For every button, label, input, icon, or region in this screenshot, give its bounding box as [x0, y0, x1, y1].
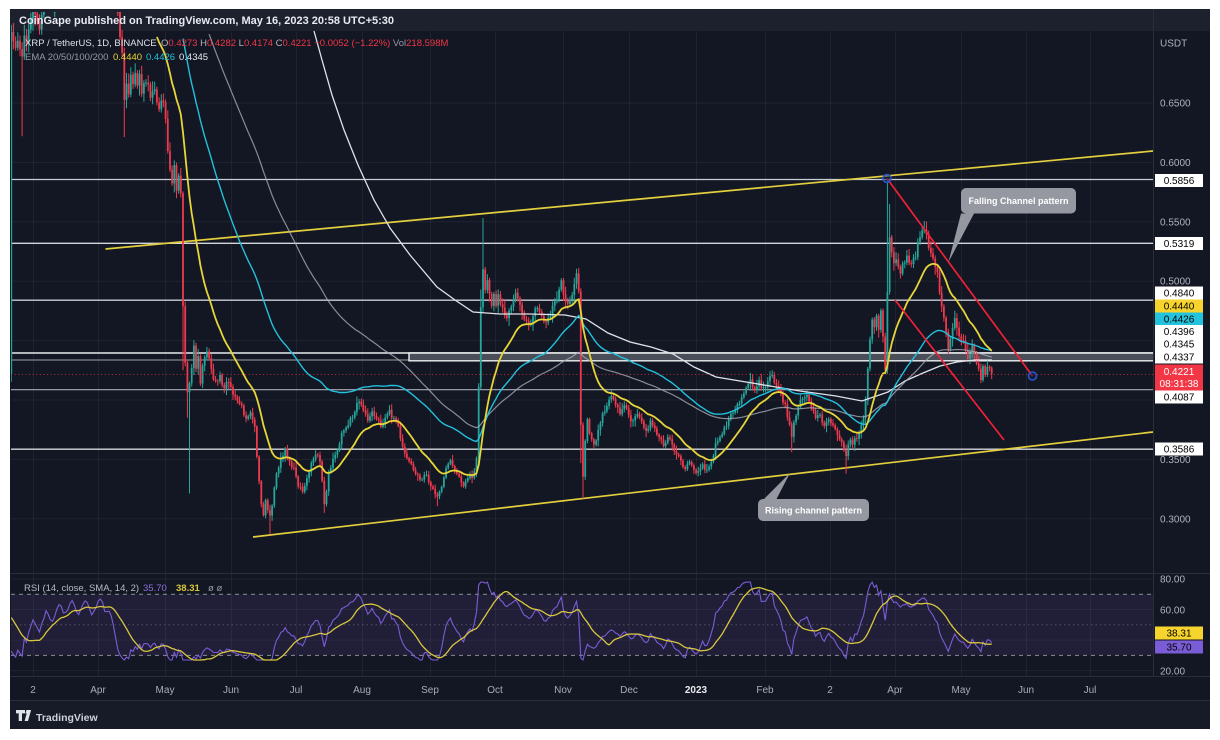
svg-text:CoinGape published on TradingV: CoinGape published on TradingView.com, M…	[19, 15, 394, 27]
svg-text:0.4345: 0.4345	[1164, 340, 1195, 351]
svg-text:Sep: Sep	[421, 685, 439, 696]
svg-text:0.5856: 0.5856	[1164, 176, 1195, 187]
svg-text:Falling Channel pattern: Falling Channel pattern	[968, 196, 1068, 206]
svg-text:EMA 20/50/100/200: EMA 20/50/100/200	[25, 52, 108, 63]
svg-text:35.70: 35.70	[143, 583, 167, 594]
svg-text:May: May	[952, 685, 971, 696]
svg-text:Feb: Feb	[756, 685, 774, 696]
svg-text:08:31:38: 08:31:38	[1160, 379, 1199, 390]
svg-text:Apr: Apr	[90, 685, 106, 696]
svg-text:0.4337: 0.4337	[1164, 353, 1195, 364]
svg-text:0.4087: 0.4087	[1164, 393, 1195, 404]
svg-text:0.4345: 0.4345	[179, 52, 208, 63]
svg-text:0.4426: 0.4426	[1164, 315, 1195, 326]
svg-text:Jul: Jul	[290, 685, 303, 696]
svg-text:XRP / TetherUS, 1D, BINANCE: XRP / TetherUS, 1D, BINANCE	[25, 38, 157, 49]
svg-text:0.4840: 0.4840	[1164, 289, 1195, 300]
svg-text:Apr: Apr	[887, 685, 903, 696]
svg-text:60.00: 60.00	[1160, 606, 1185, 617]
svg-text:0.3500: 0.3500	[1160, 455, 1191, 466]
svg-text:Jun: Jun	[223, 685, 239, 696]
svg-text:Jun: Jun	[1018, 685, 1034, 696]
svg-text:0.4440: 0.4440	[1164, 302, 1195, 313]
svg-text:Aug: Aug	[353, 685, 371, 696]
svg-text:0.4440: 0.4440	[113, 52, 142, 63]
svg-text:0.3586: 0.3586	[1164, 445, 1195, 456]
svg-text:0.4426: 0.4426	[146, 52, 175, 63]
svg-text:80.00: 80.00	[1160, 575, 1185, 586]
svg-text:Oct: Oct	[487, 685, 503, 696]
svg-text:38.31: 38.31	[176, 583, 200, 594]
svg-text:0.4221: 0.4221	[1164, 367, 1195, 378]
svg-text:0.6500: 0.6500	[1160, 99, 1191, 110]
svg-text:May: May	[156, 685, 175, 696]
svg-text:38.31: 38.31	[1166, 629, 1191, 640]
svg-text:0.5500: 0.5500	[1160, 217, 1191, 228]
svg-text:Jul: Jul	[1084, 685, 1097, 696]
svg-text:0.5319: 0.5319	[1164, 239, 1195, 250]
svg-text:2023: 2023	[685, 685, 708, 696]
svg-text:O0.4273 H0.4282 L0.4174 C0.422: O0.4273 H0.4282 L0.4174 C0.4221 −0.0052 …	[161, 38, 448, 49]
svg-text:TradingView: TradingView	[36, 712, 98, 724]
svg-text:0.4396: 0.4396	[1164, 327, 1195, 338]
svg-text:35.70: 35.70	[1166, 643, 1191, 654]
svg-text:RSI (14, close, SMA, 14, 2): RSI (14, close, SMA, 14, 2)	[24, 583, 139, 594]
svg-text:ø ø: ø ø	[208, 583, 222, 594]
svg-text:0.5000: 0.5000	[1160, 277, 1191, 288]
svg-text:Nov: Nov	[554, 685, 572, 696]
svg-text:0.3000: 0.3000	[1160, 514, 1191, 525]
svg-text:Dec: Dec	[620, 685, 638, 696]
svg-text:2: 2	[827, 685, 833, 696]
svg-text:0.6000: 0.6000	[1160, 158, 1191, 169]
svg-text:2: 2	[30, 685, 36, 696]
svg-text:USDT: USDT	[1160, 39, 1187, 50]
svg-text:20.00: 20.00	[1160, 667, 1185, 678]
svg-text:Rising channel pattern: Rising channel pattern	[765, 506, 862, 516]
